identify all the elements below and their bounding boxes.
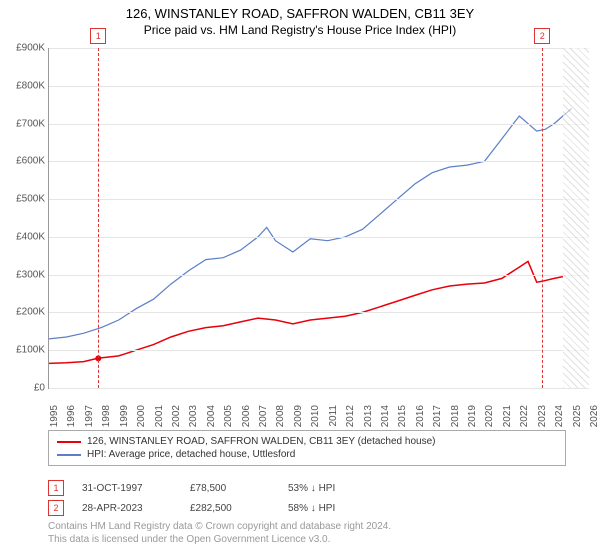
event-row: 2 28-APR-2023 £282,500 58% ↓ HPI xyxy=(48,498,335,518)
x-axis-label: 2002 xyxy=(171,405,182,427)
event-price: £282,500 xyxy=(190,503,270,514)
event-marker-box: 2 xyxy=(534,28,550,44)
x-axis-label: 2026 xyxy=(589,405,600,427)
series-line xyxy=(49,108,572,339)
x-axis-label: 2004 xyxy=(206,405,217,427)
legend-label: HPI: Average price, detached house, Uttl… xyxy=(87,449,295,460)
event-marker-line xyxy=(98,48,99,388)
x-axis-label: 2010 xyxy=(310,405,321,427)
chart-title: 126, WINSTANLEY ROAD, SAFFRON WALDEN, CB… xyxy=(0,0,600,21)
y-axis-label: £700K xyxy=(5,118,45,129)
x-axis-label: 2008 xyxy=(275,405,286,427)
legend-label: 126, WINSTANLEY ROAD, SAFFRON WALDEN, CB… xyxy=(87,436,435,447)
legend-item: 126, WINSTANLEY ROAD, SAFFRON WALDEN, CB… xyxy=(57,435,557,448)
legend-swatch xyxy=(57,454,81,456)
plot-area: £0£100K£200K£300K£400K£500K£600K£700K£80… xyxy=(48,48,589,389)
y-axis-label: £400K xyxy=(5,231,45,242)
x-axis-label: 1998 xyxy=(101,405,112,427)
event-marker: 2 xyxy=(48,500,64,516)
x-axis-label: 2015 xyxy=(397,405,408,427)
event-delta: 53% ↓ HPI xyxy=(288,483,335,494)
y-axis-label: £800K xyxy=(5,80,45,91)
x-axis-label: 1999 xyxy=(119,405,130,427)
x-axis-label: 2003 xyxy=(188,405,199,427)
y-axis-label: £200K xyxy=(5,307,45,318)
x-axis-label: 2024 xyxy=(554,405,565,427)
x-axis-label: 2011 xyxy=(328,405,339,427)
x-axis-label: 2018 xyxy=(450,405,461,427)
x-axis-label: 2022 xyxy=(519,405,530,427)
future-region xyxy=(563,48,589,388)
y-axis-label: £900K xyxy=(5,43,45,54)
x-axis-label: 2023 xyxy=(537,405,548,427)
x-axis-label: 2021 xyxy=(502,405,513,427)
x-axis-label: 2020 xyxy=(484,405,495,427)
y-axis-label: £500K xyxy=(5,194,45,205)
event-row: 1 31-OCT-1997 £78,500 53% ↓ HPI xyxy=(48,478,335,498)
x-axis-label: 2009 xyxy=(293,405,304,427)
legend-item: HPI: Average price, detached house, Uttl… xyxy=(57,448,557,461)
x-axis-label: 2005 xyxy=(223,405,234,427)
event-marker-line xyxy=(542,48,543,388)
attribution: Contains HM Land Registry data © Crown c… xyxy=(48,520,391,546)
legend: 126, WINSTANLEY ROAD, SAFFRON WALDEN, CB… xyxy=(48,430,566,466)
legend-swatch xyxy=(57,441,81,443)
x-axis-label: 2006 xyxy=(241,405,252,427)
event-marker-box: 1 xyxy=(90,28,106,44)
line-plot xyxy=(49,48,589,388)
x-axis-label: 1997 xyxy=(84,405,95,427)
x-axis-label: 2013 xyxy=(363,405,374,427)
y-axis-label: £100K xyxy=(5,345,45,356)
y-axis-label: £600K xyxy=(5,156,45,167)
event-price: £78,500 xyxy=(190,483,270,494)
x-axis-label: 2012 xyxy=(345,405,356,427)
y-axis-label: £0 xyxy=(5,383,45,394)
x-axis-label: 2001 xyxy=(154,405,165,427)
x-axis-label: 1996 xyxy=(66,405,77,427)
x-axis-label: 2007 xyxy=(258,405,269,427)
event-delta: 58% ↓ HPI xyxy=(288,503,335,514)
x-axis-label: 2017 xyxy=(432,405,443,427)
footer-line: This data is licensed under the Open Gov… xyxy=(48,533,391,546)
x-axis-label: 2019 xyxy=(467,405,478,427)
event-marker: 1 xyxy=(48,480,64,496)
event-date: 31-OCT-1997 xyxy=(82,483,172,494)
event-date: 28-APR-2023 xyxy=(82,503,172,514)
y-axis-label: £300K xyxy=(5,269,45,280)
chart-container: 126, WINSTANLEY ROAD, SAFFRON WALDEN, CB… xyxy=(0,0,600,560)
x-axis-label: 1995 xyxy=(49,405,60,427)
x-axis-label: 2016 xyxy=(415,405,426,427)
event-table: 1 31-OCT-1997 £78,500 53% ↓ HPI 2 28-APR… xyxy=(48,478,335,518)
footer-line: Contains HM Land Registry data © Crown c… xyxy=(48,520,391,533)
x-axis-label: 2000 xyxy=(136,405,147,427)
x-axis-label: 2025 xyxy=(572,405,583,427)
x-axis-label: 2014 xyxy=(380,405,391,427)
